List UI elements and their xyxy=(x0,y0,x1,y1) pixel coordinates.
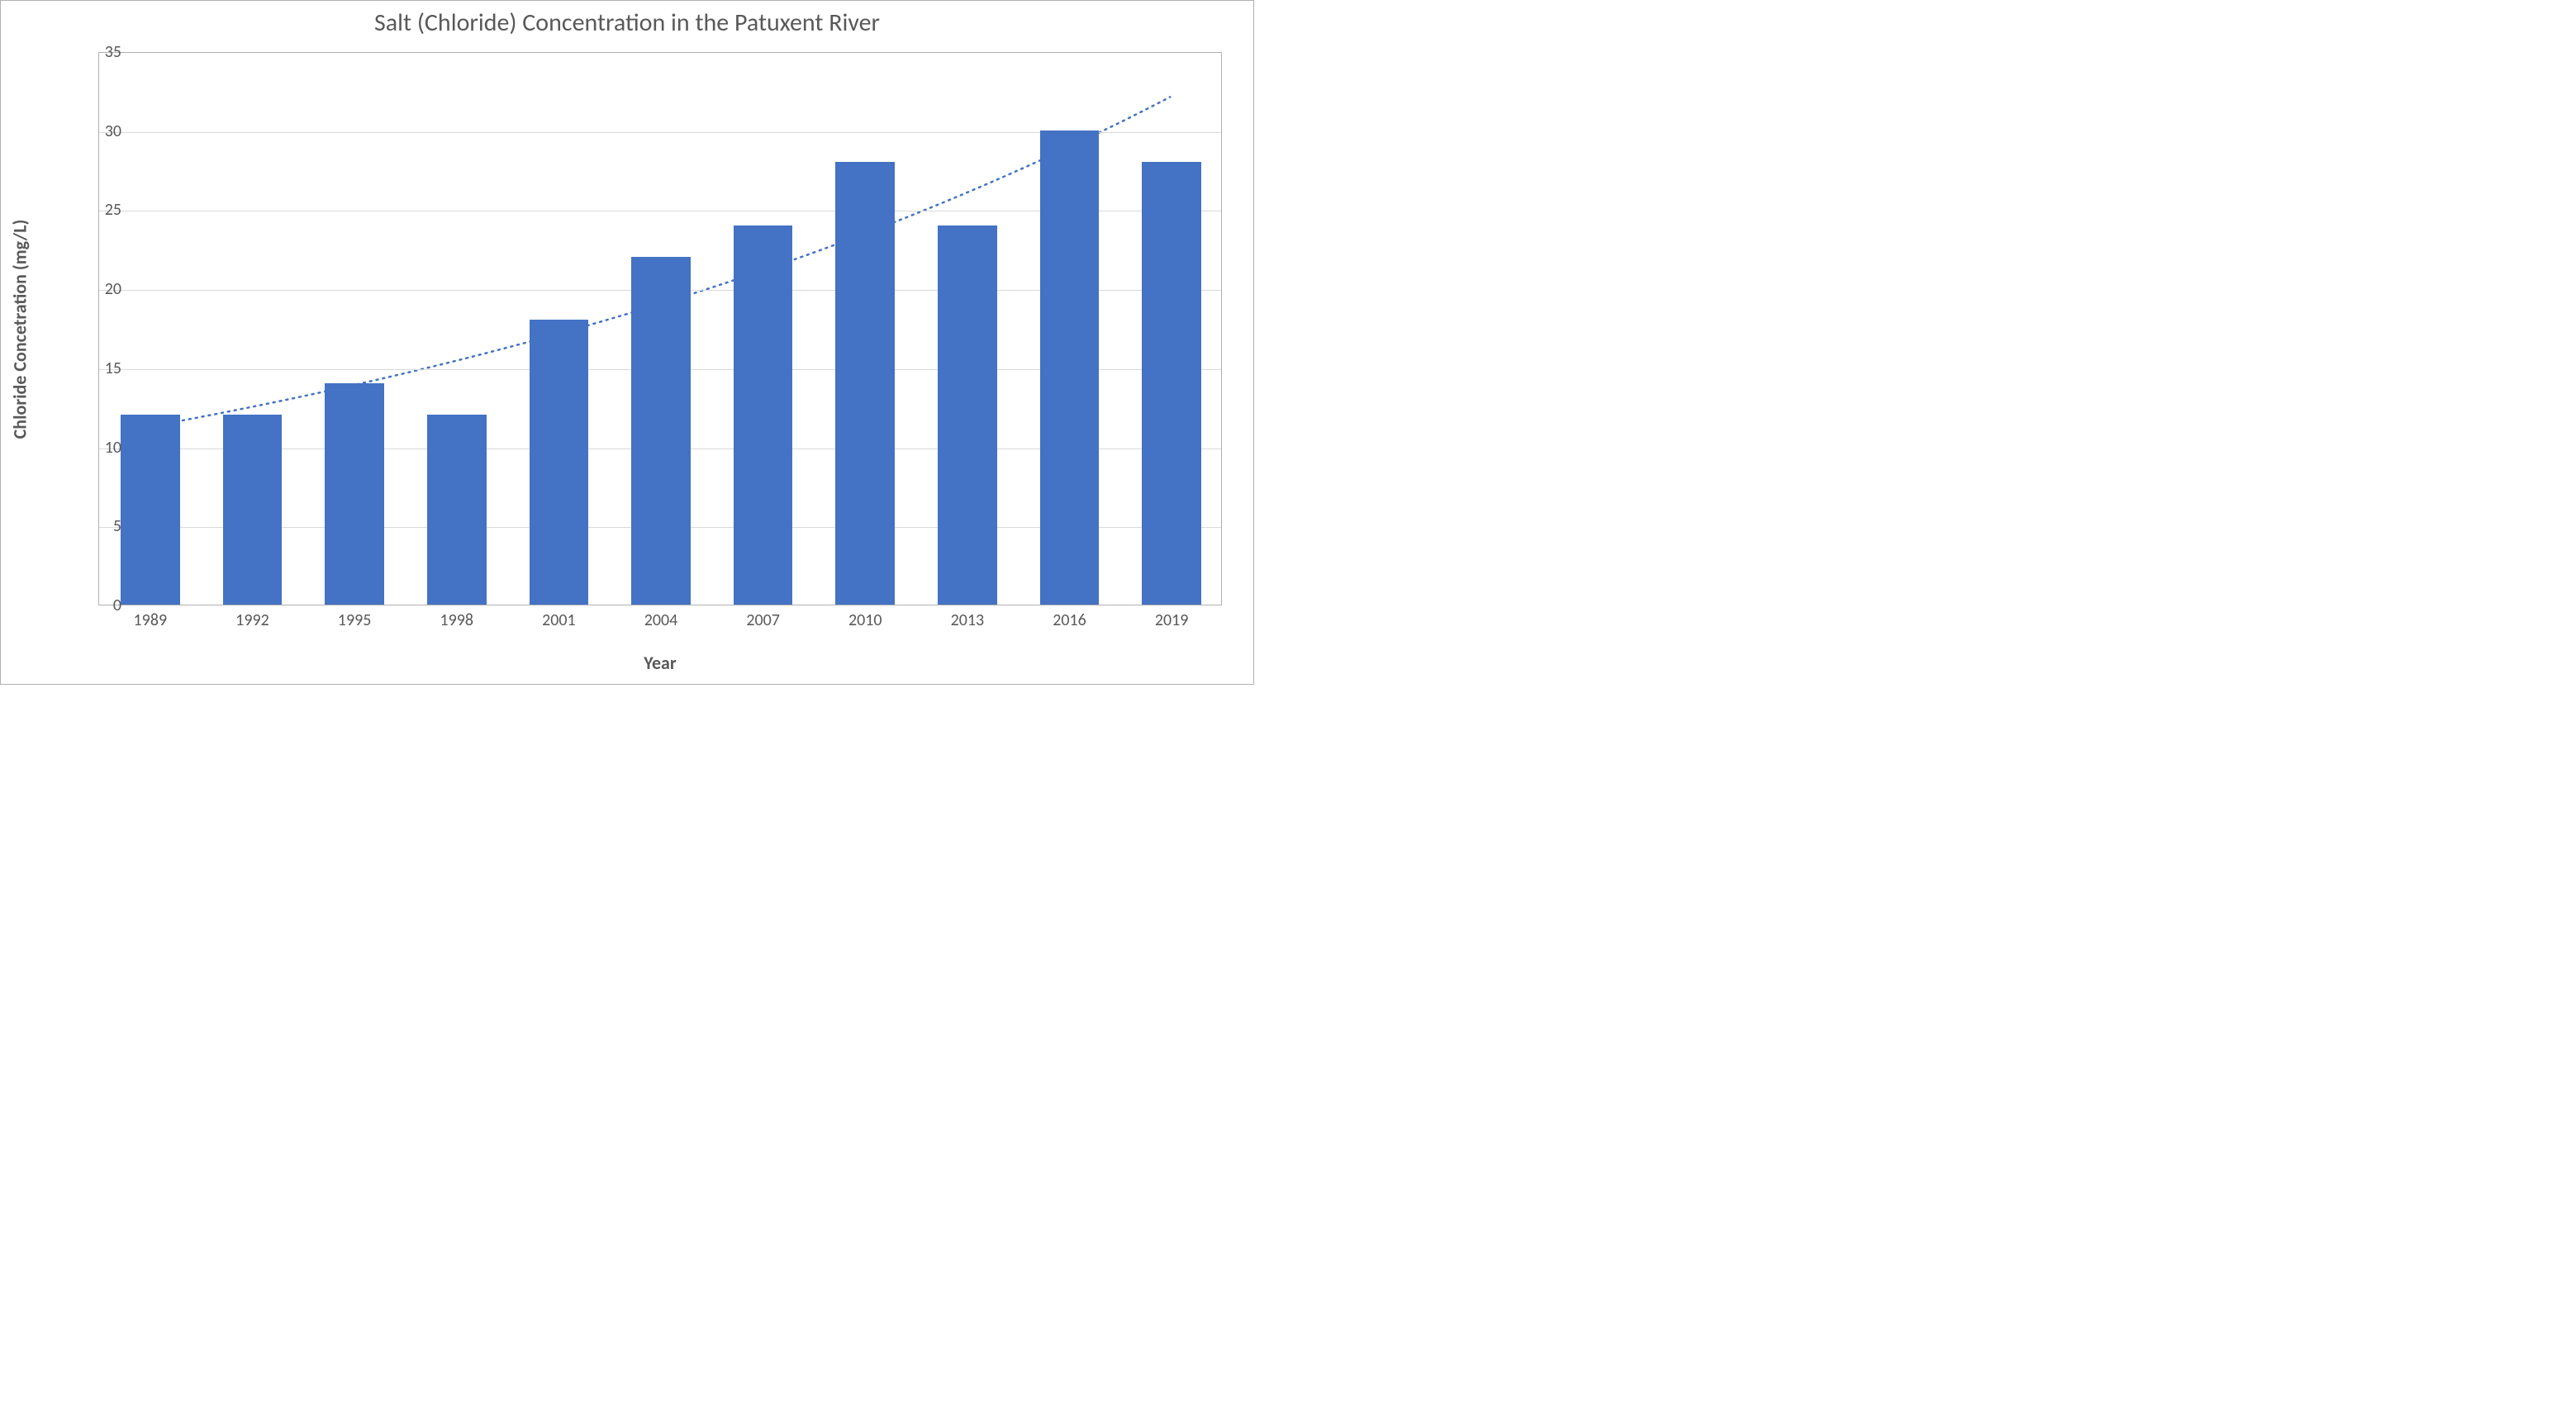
y-tick-label: 0 xyxy=(72,596,121,615)
bar xyxy=(631,257,691,605)
bar xyxy=(938,225,997,605)
x-tick-label: 2007 xyxy=(746,610,780,630)
bar xyxy=(1040,131,1100,605)
y-tick-label: 10 xyxy=(72,438,121,458)
x-tick-label: 1989 xyxy=(134,610,168,630)
bar xyxy=(223,415,283,605)
plot-area: 1989199219951998200120042007201020132016… xyxy=(98,52,1222,605)
y-tick-label: 20 xyxy=(72,279,121,299)
bar xyxy=(530,320,589,605)
x-axis-title: Year xyxy=(98,652,1222,674)
x-tick-label: 1998 xyxy=(440,610,473,630)
x-tick-label: 2001 xyxy=(542,610,576,630)
bar xyxy=(121,415,180,605)
x-tick-label: 2004 xyxy=(644,610,678,630)
bar xyxy=(427,415,487,605)
y-axis-title-wrap: Chloride Concetration (mg/L) xyxy=(7,52,32,605)
chart-container: Salt (Chloride) Concentration in the Pat… xyxy=(0,0,1254,685)
x-tick-label: 2019 xyxy=(1155,610,1189,630)
y-axis-title: Chloride Concetration (mg/L) xyxy=(9,219,31,439)
y-tick-label: 5 xyxy=(72,516,121,536)
y-tick-label: 35 xyxy=(72,42,121,62)
y-tick-label: 30 xyxy=(72,121,121,141)
x-tick-label: 2016 xyxy=(1053,610,1086,630)
x-tick-label: 1995 xyxy=(338,610,372,630)
x-tick-label: 2010 xyxy=(848,610,882,630)
y-tick-label: 25 xyxy=(72,200,121,220)
bar xyxy=(1142,162,1201,605)
bar xyxy=(835,162,895,605)
bar xyxy=(734,225,793,605)
chart-title: Salt (Chloride) Concentration in the Pat… xyxy=(1,7,1253,38)
bar xyxy=(325,383,384,605)
x-tick-label: 2013 xyxy=(951,610,985,630)
x-tick-label: 1992 xyxy=(235,610,269,630)
y-tick-label: 15 xyxy=(72,358,121,378)
